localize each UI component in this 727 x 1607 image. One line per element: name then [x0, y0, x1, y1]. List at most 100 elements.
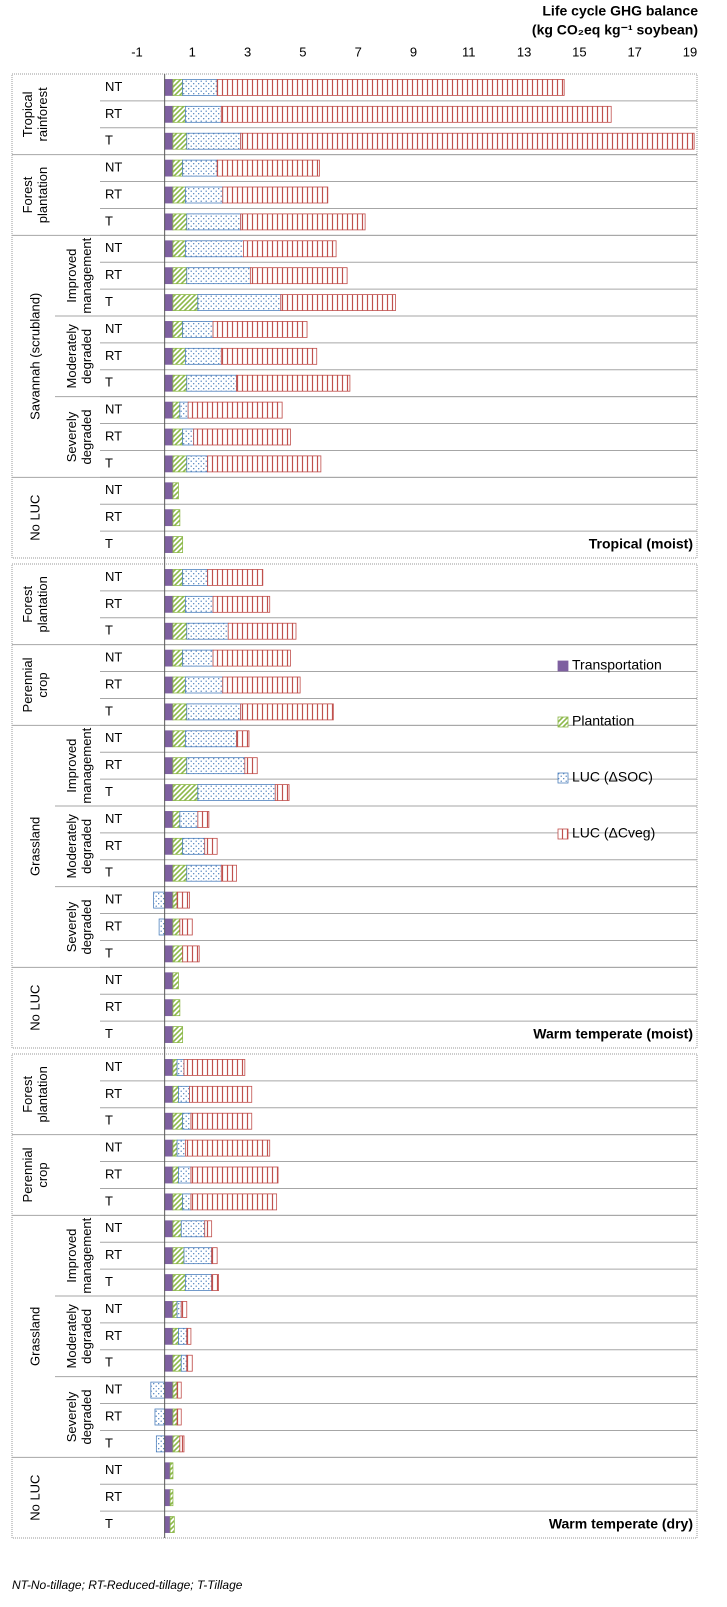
bar-segment — [164, 267, 174, 285]
bar-segment — [207, 455, 322, 473]
bar-segment — [182, 79, 218, 96]
subgroup-label: Severely — [64, 1391, 79, 1442]
bar-segment — [172, 294, 199, 311]
category-label: NT — [105, 972, 122, 987]
category-label: NT — [105, 1220, 122, 1235]
bar-segment — [164, 455, 174, 473]
group-label: Savannah (scrubland) — [27, 293, 42, 420]
legend-swatch — [557, 828, 569, 840]
legend-swatch — [557, 660, 569, 672]
bar-segment — [176, 1059, 185, 1076]
bar-segment — [164, 703, 174, 721]
bar-segment — [172, 1381, 178, 1399]
bar-segment — [164, 864, 174, 882]
bar-segment — [172, 1059, 178, 1076]
category-label: RT — [105, 186, 122, 201]
bar-segment — [172, 321, 184, 338]
bar-segment — [164, 1327, 174, 1345]
bar-segment — [184, 240, 244, 258]
bar-segment — [186, 757, 246, 775]
category-label: NT — [105, 1462, 122, 1477]
bar-segment — [172, 79, 184, 96]
bar-segment — [179, 918, 193, 936]
category-label: NT — [105, 79, 122, 94]
bar-segment — [164, 891, 174, 909]
subgroup-label: Improved — [64, 249, 79, 303]
category-label: T — [105, 536, 113, 551]
category-label: NT — [105, 650, 122, 665]
bar-segment — [212, 321, 308, 338]
bar-segment — [164, 730, 174, 748]
category-label: T — [105, 623, 113, 638]
bar-segment — [186, 213, 242, 231]
bar-segment — [172, 159, 184, 177]
bar-segment — [164, 1085, 174, 1103]
group-label: plantation — [35, 1066, 50, 1122]
bar-segment — [193, 428, 291, 446]
bar-segment — [172, 757, 188, 775]
bar-segment — [172, 1193, 184, 1211]
bar-segment — [164, 1220, 174, 1238]
x-tick-label: 13 — [517, 44, 531, 59]
bar-segment — [154, 1408, 166, 1426]
bar-segment — [172, 649, 184, 667]
category-label: T — [105, 1274, 113, 1289]
bar-segment — [164, 374, 174, 392]
bar-segment — [180, 1301, 188, 1318]
bar-segment — [183, 1059, 246, 1076]
subgroup-label: Moderately — [64, 1304, 79, 1369]
category-label: NT — [105, 321, 122, 336]
bar-segment — [182, 321, 214, 338]
bar-segment — [280, 294, 396, 311]
bar-segment — [212, 649, 291, 667]
category-label: RT — [105, 106, 122, 121]
bar-segment — [164, 595, 174, 613]
bar-segment — [190, 1166, 279, 1184]
bar-segment — [178, 1327, 188, 1345]
bar-segment — [172, 347, 186, 365]
bar-segment — [164, 79, 174, 96]
panel-label: Warm temperate (moist) — [533, 1025, 693, 1041]
bar-segment — [176, 891, 190, 909]
category-label: RT — [105, 999, 122, 1014]
category-label: RT — [105, 267, 122, 282]
group-label: rainforest — [35, 87, 50, 142]
bar-segment — [183, 1247, 213, 1265]
bar-segment — [164, 1435, 174, 1453]
bar-segment — [164, 240, 174, 258]
bar-segment — [186, 1327, 192, 1345]
bar-segment — [172, 1408, 178, 1426]
bar-segment — [182, 428, 195, 446]
legend-swatch — [557, 716, 569, 728]
bar-segment — [164, 482, 174, 500]
bar-segment — [186, 864, 222, 882]
bar-segment — [172, 509, 181, 527]
bar-segment — [164, 1301, 174, 1318]
bar-segment — [172, 105, 186, 123]
subgroup-label: management — [79, 727, 94, 803]
x-tick-label: 19 — [683, 44, 697, 59]
bar-segment — [158, 918, 166, 936]
bar-segment — [184, 730, 237, 748]
x-tick-label: 11 — [462, 44, 476, 59]
bar-segment — [172, 482, 179, 500]
bar-segment — [164, 918, 174, 936]
bar-segment — [179, 401, 189, 419]
bar-segment — [182, 837, 206, 855]
category-label: RT — [105, 838, 122, 853]
category-label: NT — [105, 1301, 122, 1316]
bar-segment — [172, 676, 186, 694]
group-label: crop — [35, 672, 50, 697]
bar-segment — [164, 536, 174, 553]
subgroup-label: degraded — [79, 1390, 94, 1445]
category-label: RT — [105, 1328, 122, 1343]
bar-segment — [164, 757, 174, 775]
bar-segment — [155, 1435, 166, 1453]
category-label: T — [105, 784, 113, 799]
bar-segment — [220, 347, 318, 365]
bar-segment — [179, 1435, 185, 1453]
bar-segment — [164, 321, 174, 338]
bar-segment — [164, 509, 174, 527]
bar-segment — [164, 1139, 174, 1157]
